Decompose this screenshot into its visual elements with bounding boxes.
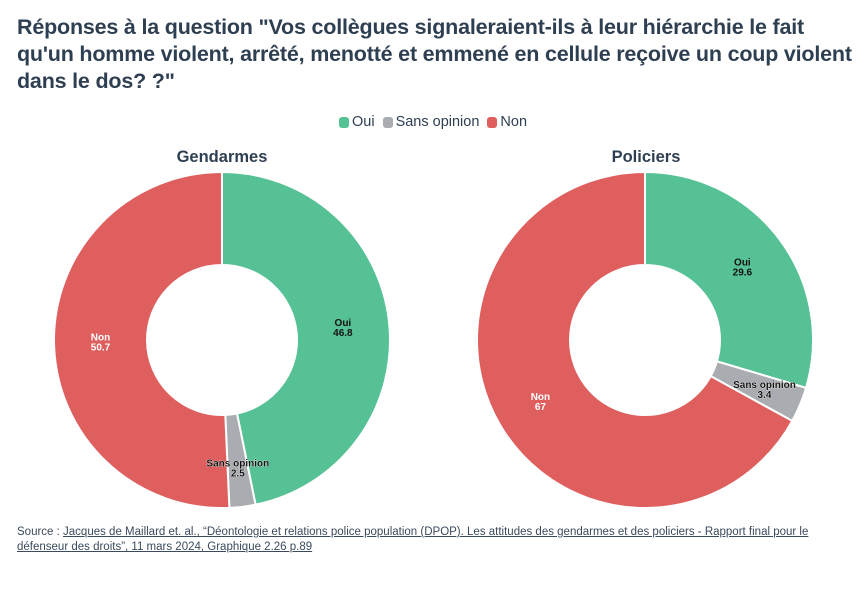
- legend-label-non: Non: [500, 114, 528, 130]
- legend-swatch-sans-opinion: [382, 116, 393, 128]
- legend-swatch-non: [487, 116, 498, 128]
- slice-label-category: Oui: [734, 257, 751, 268]
- slice-label-value: 29.6: [733, 267, 753, 278]
- legend-item-oui[interactable]: Oui: [338, 114, 375, 130]
- donut-chart-policiers: Policiers Oui 29.6 Sans opinion 3.4 Non 67: [476, 148, 814, 509]
- slice-label-value: 67: [535, 402, 547, 413]
- source-note: Source : Jacques de Maillard et. al., “D…: [17, 525, 857, 555]
- slice-label-sans-opinion: Sans opinion 2.5: [206, 459, 269, 480]
- slice-label-category: Sans opinion: [206, 459, 269, 470]
- legend-item-sans-opinion[interactable]: Sans opinion: [382, 114, 480, 130]
- legend-label-sans-opinion: Sans opinion: [395, 114, 480, 130]
- slice-oui[interactable]: [221, 171, 391, 506]
- slice-label-non: Non 50.7: [91, 333, 111, 354]
- slice-label-value: 2.5: [231, 469, 245, 480]
- slice-non[interactable]: [53, 171, 231, 509]
- slice-label-category: Oui: [335, 318, 352, 329]
- slice-label-value: 3.4: [758, 390, 772, 401]
- slice-label-oui: Oui 46.8: [333, 318, 353, 339]
- chart-subtitle-gendarmes: Gendarmes: [177, 148, 268, 166]
- chart-subtitle-policiers: Policiers: [612, 148, 681, 166]
- chart-title: Réponses à la question "Vos collègues si…: [17, 15, 852, 93]
- slice-label-category: Non: [531, 392, 550, 403]
- legend-label-oui: Oui: [351, 114, 375, 130]
- slice-label-category: Non: [91, 333, 110, 344]
- slice-label-value: 50.7: [91, 343, 111, 354]
- source-link[interactable]: Jacques de Maillard et. al., “Déontologi…: [17, 526, 809, 553]
- legend: Oui Sans opinion Non: [0, 114, 866, 130]
- slice-label-sans-opinion: Sans opinion 3.4: [733, 380, 796, 401]
- legend-swatch-oui: [338, 116, 349, 128]
- slice-label-value: 46.8: [333, 328, 353, 339]
- source-prefix: Source :: [17, 526, 64, 538]
- slice-non[interactable]: [476, 171, 794, 509]
- donut-chart-gendarmes: Gendarmes Oui 46.8 Sans opinion 2.5 Non 50.7: [53, 148, 391, 509]
- slice-label-oui: Oui 29.6: [733, 257, 753, 278]
- slice-label-category: Sans opinion: [733, 380, 796, 391]
- legend-item-non[interactable]: Non: [487, 114, 527, 130]
- slice-label-non: Non 67: [531, 392, 550, 413]
- slice-oui[interactable]: [644, 171, 814, 389]
